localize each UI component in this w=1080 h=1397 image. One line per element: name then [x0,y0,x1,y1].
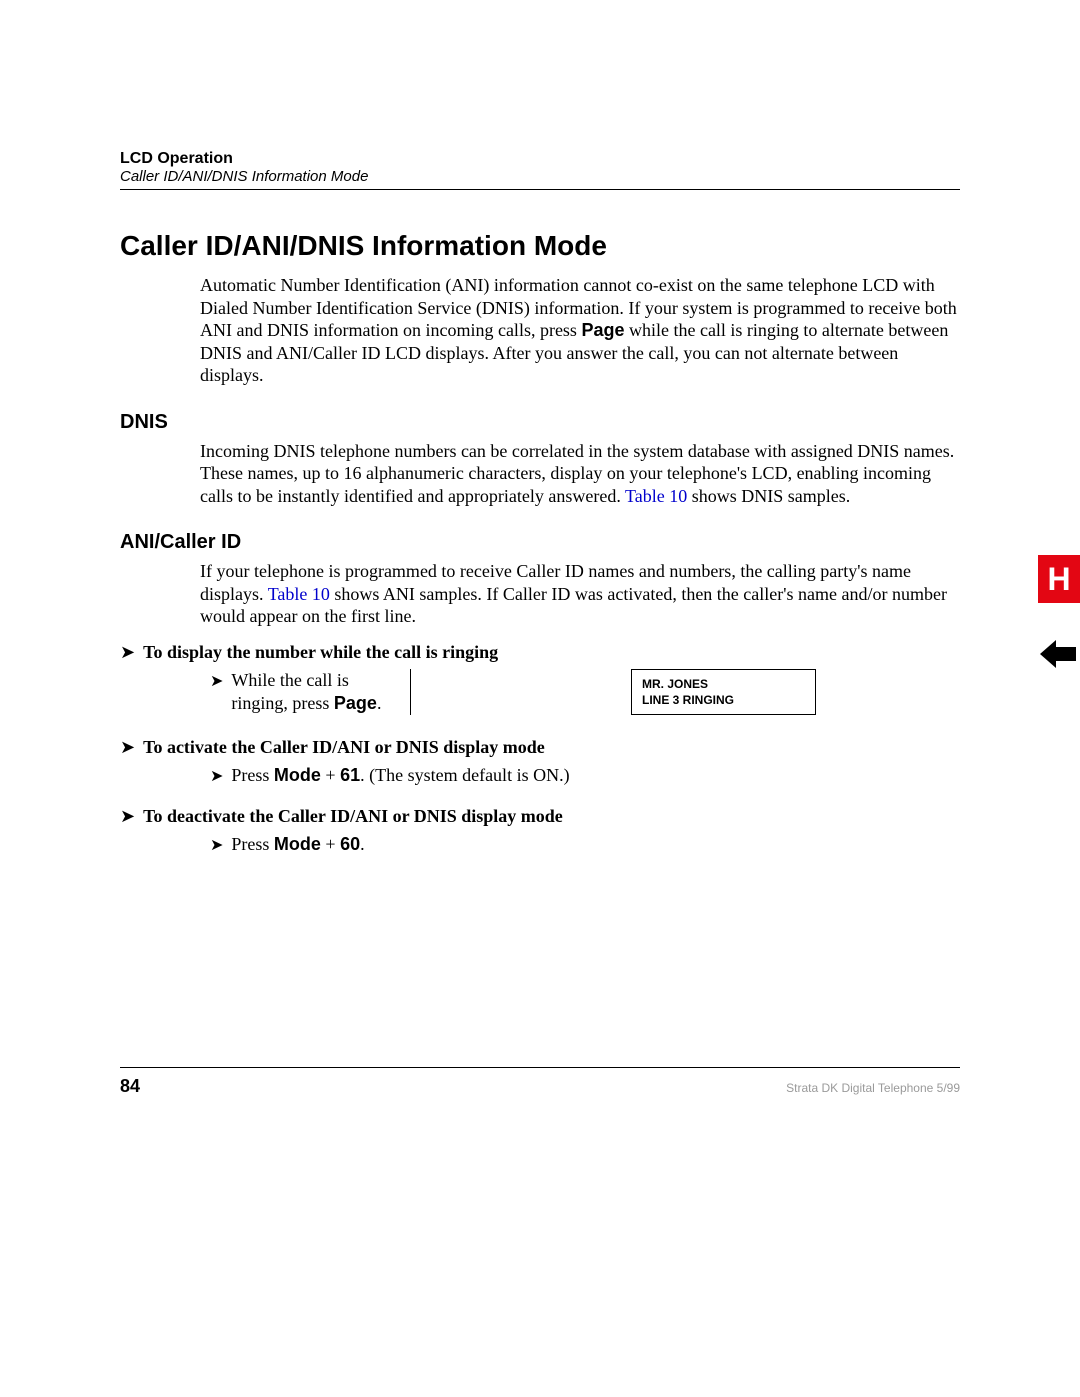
procedure-3-step: ➤ Press Mode + 60. [210,833,960,856]
step-arrow-icon: ➤ [210,835,223,855]
procedure-2-title: To activate the Caller ID/ANI or DNIS di… [143,737,545,758]
running-header: LCD Operation Caller ID/ANI/DNIS Informa… [120,150,960,190]
step2-a: Press [231,765,274,785]
procedure-2-step-text: Press Mode + 61. (The system default is … [231,764,569,787]
page-footer: 84 Strata DK Digital Telephone 5/99 [120,1067,960,1097]
step3-a: Press [231,834,274,854]
procedure-1-step-text: While the call is ringing, press Page. [231,669,400,716]
procedure-3-title: To deactivate the Caller ID/ANI or DNIS … [143,806,563,827]
procedure-3-step-text: Press Mode + 60. [231,833,364,856]
procedure-arrow-icon: ➤ [120,642,135,663]
table-10-link[interactable]: Table 10 [625,486,687,506]
intro-paragraph: Automatic Number Identification (ANI) in… [200,274,960,387]
procedure-arrow-icon: ➤ [120,737,135,758]
ani-block: If your telephone is programmed to recei… [200,560,960,628]
step-arrow-icon: ➤ [210,766,223,786]
header-subtitle: Caller ID/ANI/DNIS Information Mode [120,168,960,185]
procedure-arrow-icon: ➤ [120,806,135,827]
back-arrow-icon [1040,636,1076,672]
procedure-activate: ➤ To activate the Caller ID/ANI or DNIS … [120,737,960,758]
lcd-line-1: MR. JONES [642,676,805,692]
step2-b: . (The system default is ON.) [360,765,569,785]
step3-b: . [360,834,365,854]
procedure-display-number: ➤ To display the number while the call i… [120,642,960,663]
header-rule [120,189,960,190]
intro-block: Automatic Number Identification (ANI) in… [200,274,960,387]
procedure-1-step: ➤ While the call is ringing, press Page. [210,669,411,716]
dnis-heading: DNIS [120,411,960,434]
step-arrow-icon: ➤ [210,671,223,691]
lcd-line-2: LINE 3 RINGING [642,692,805,708]
procedure-1-content: ➤ While the call is ringing, press Page.… [210,669,960,716]
page-key-label: Page [581,320,624,340]
footer-rule [120,1067,960,1068]
page-title: Caller ID/ANI/DNIS Information Mode [120,230,960,262]
ani-paragraph: If your telephone is programmed to recei… [200,560,960,628]
procedure-1-title: To display the number while the call is … [143,642,498,663]
mode-key-label-2: Mode [274,834,321,854]
page-number: 84 [120,1076,140,1097]
dnis-text-b: shows DNIS samples. [687,486,850,506]
mode-code-61: 61 [340,765,360,785]
tab-marker-h: H [1038,555,1080,603]
procedure-deactivate: ➤ To deactivate the Caller ID/ANI or DNI… [120,806,960,827]
step1-b: . [377,693,382,713]
step3-plus: + [321,834,340,854]
document-page: LCD Operation Caller ID/ANI/DNIS Informa… [0,0,1080,1397]
header-chapter: LCD Operation [120,150,960,168]
page-key-label-2: Page [334,693,377,713]
ani-heading: ANI/Caller ID [120,531,960,554]
mode-key-label: Mode [274,765,321,785]
footer-doc-title: Strata DK Digital Telephone 5/99 [786,1081,960,1095]
step1-a: While the call is ringing, press [231,670,348,713]
tab-marker-letter: H [1047,561,1070,598]
dnis-block: Incoming DNIS telephone numbers can be c… [200,440,960,508]
mode-code-60: 60 [340,834,360,854]
dnis-paragraph: Incoming DNIS telephone numbers can be c… [200,440,960,508]
procedure-2-step: ➤ Press Mode + 61. (The system default i… [210,764,960,787]
step2-plus: + [321,765,340,785]
lcd-display: MR. JONES LINE 3 RINGING [631,669,816,715]
table-10-link-2[interactable]: Table 10 [268,584,330,604]
